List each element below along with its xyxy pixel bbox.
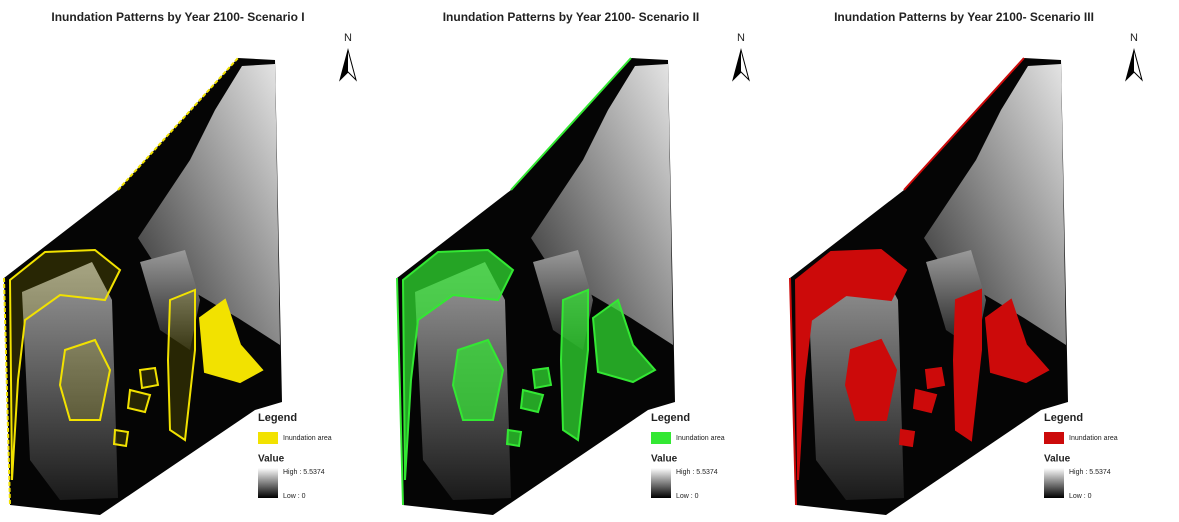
legend-low: Low : 0 — [676, 493, 699, 500]
inundation-area — [533, 368, 551, 388]
inundation-area — [926, 368, 944, 388]
legend-low: Low : 0 — [1069, 493, 1092, 500]
legend-high: High : 5.5374 — [1069, 469, 1111, 476]
legend-title: Legend — [258, 412, 297, 424]
inundation-area — [521, 390, 543, 412]
inundation-area — [114, 430, 128, 446]
north-label: N — [1130, 32, 1138, 44]
legend-swatch — [258, 432, 278, 444]
legend-item: Inundation area — [283, 435, 332, 442]
legend-high: High : 5.5374 — [676, 469, 718, 476]
legend-item: Inundation area — [1069, 435, 1118, 442]
north-label: N — [737, 32, 745, 44]
legend-value-title: Value — [1044, 454, 1071, 465]
legend-low: Low : 0 — [283, 493, 306, 500]
panel-title: Inundation Patterns by Year 2100- Scenar… — [443, 10, 700, 24]
inundation-area — [914, 390, 936, 412]
legend-swatch — [1044, 432, 1064, 444]
inundation-area — [128, 390, 150, 412]
inundation-area — [507, 430, 521, 446]
panel-title: Inundation Patterns by Year 2100- Scenar… — [834, 10, 1094, 24]
map-panel: Inundation Patterns by Year 2100- Scenar… — [397, 10, 749, 515]
north-label: N — [344, 32, 352, 44]
panel-title: Inundation Patterns by Year 2100- Scenar… — [51, 10, 304, 24]
map-panel: Inundation Patterns by Year 2100- Scenar… — [790, 10, 1142, 515]
legend-ramp — [651, 468, 671, 498]
figure: Inundation Patterns by Year 2100- Scenar… — [0, 0, 1179, 517]
legend-item: Inundation area — [676, 435, 725, 442]
legend-title: Legend — [1044, 412, 1083, 424]
legend-value-title: Value — [651, 454, 678, 465]
legend-title: Legend — [651, 412, 690, 424]
inundation-area — [900, 430, 914, 446]
legend-value-title: Value — [258, 454, 285, 465]
legend-swatch — [651, 432, 671, 444]
inundation-area — [140, 368, 158, 388]
legend-ramp — [1044, 468, 1064, 498]
map-panel: Inundation Patterns by Year 2100- Scenar… — [4, 10, 356, 515]
legend-ramp — [258, 468, 278, 498]
legend-high: High : 5.5374 — [283, 469, 325, 476]
